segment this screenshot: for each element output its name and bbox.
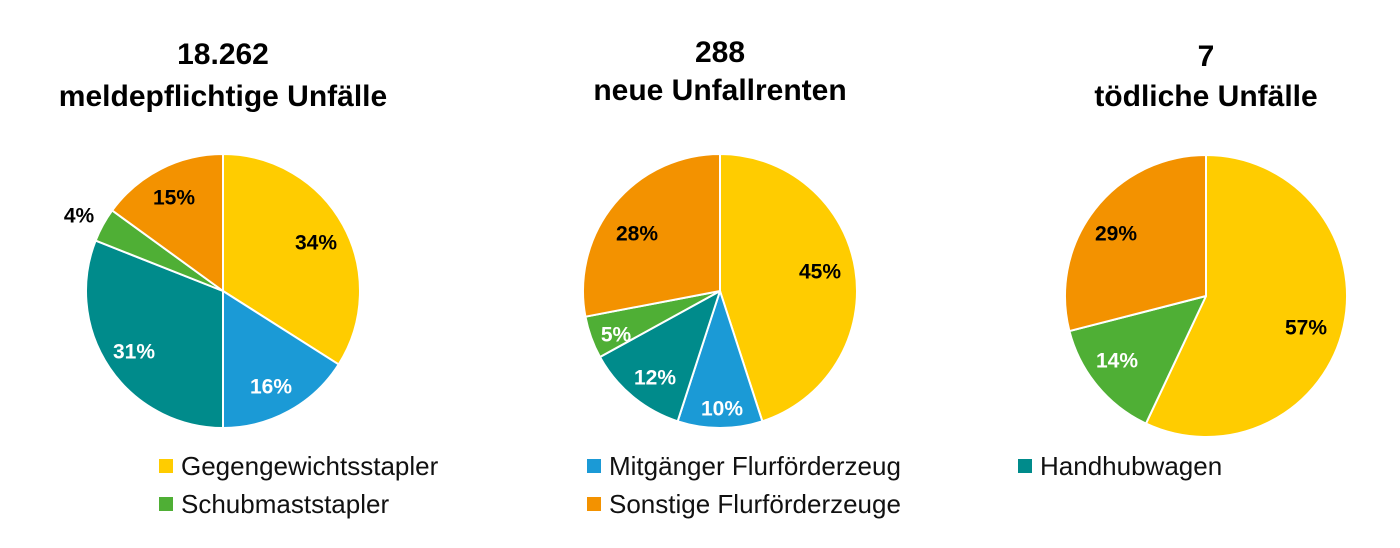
chart-3-slice-schubmaststapler bbox=[1068, 295, 1207, 425]
chart-1-label-handhubwagen: 31% bbox=[113, 341, 155, 364]
chart-3-title-line-2: tödliche Unfälle bbox=[1094, 80, 1317, 113]
chart-2-title-line-2: neue Unfallrenten bbox=[593, 74, 846, 107]
chart-2-label-handhubwagen: 12% bbox=[634, 367, 676, 390]
chart-2-label-gegengewichtsstapler: 45% bbox=[799, 261, 841, 284]
chart-1-label-mitgaenger-flurfoerderzeug: 16% bbox=[250, 376, 292, 399]
legend-swatch-schubmaststapler bbox=[159, 497, 173, 511]
chart-3-slice-sonstige-flurfoerderzeuge bbox=[1064, 154, 1207, 333]
chart-2-slice-gegengewichtsstapler bbox=[719, 153, 858, 423]
chart-1-slice-mitgaenger-flurfoerderzeug bbox=[222, 290, 340, 429]
chart-2-slice-handhubwagen bbox=[598, 290, 721, 423]
chart-2-slice-mitgaenger-flurfoerderzeug bbox=[676, 290, 764, 429]
legend: Gegengewichtsstapler Mitgänger Flurförder… bbox=[159, 451, 1222, 519]
legend-swatch-handhubwagen bbox=[1018, 459, 1032, 473]
pie-chart-3: 7 tödliche Unfälle 57% 14% 29% bbox=[1064, 40, 1348, 438]
chart-2-label-mitgaenger-flurfoerderzeug: 10% bbox=[701, 398, 743, 421]
legend-swatch-sonstige-flurfoerderzeuge bbox=[587, 497, 601, 511]
chart-3-label-gegengewichtsstapler: 57% bbox=[1285, 317, 1327, 340]
legend-swatch-gegengewichtsstapler bbox=[159, 459, 173, 473]
chart-1-slice-sonstige-flurfoerderzeuge bbox=[111, 153, 224, 292]
chart-2-title-line-1: 288 bbox=[695, 36, 745, 69]
legend-label-handhubwagen: Handhubwagen bbox=[1040, 451, 1222, 481]
legend-label-gegengewichtsstapler: Gegengewichtsstapler bbox=[181, 451, 439, 481]
chart-1-label-schubmaststapler: 4% bbox=[64, 205, 95, 228]
chart-3-slice-gegengewichtsstapler bbox=[1144, 154, 1348, 438]
chart-2-slice-sonstige-flurfoerderzeuge bbox=[582, 153, 721, 318]
chart-1-label-sonstige-flurfoerderzeuge: 15% bbox=[153, 187, 195, 210]
pie-chart-2: 288 neue Unfallrenten 45% 10% 12%5% 28% bbox=[582, 36, 858, 429]
legend-swatch-mitgaenger-flurfoerderzeug bbox=[587, 459, 601, 473]
chart-1-title-line-2: meldepflichtige Unfälle bbox=[59, 80, 387, 113]
chart-1-slice-handhubwagen bbox=[85, 239, 224, 429]
chart-2-label-schubmaststapler: 5% bbox=[601, 324, 632, 347]
chart-2-label-sonstige-flurfoerderzeuge: 28% bbox=[616, 223, 658, 246]
legend-label-sonstige-flurfoerderzeuge: Sonstige Flurförderzeuge bbox=[609, 489, 901, 519]
chart-3-label-sonstige-flurfoerderzeuge: 29% bbox=[1095, 223, 1137, 246]
legend-label-mitgaenger-flurfoerderzeug: Mitgänger Flurförderzeug bbox=[609, 451, 901, 481]
pie-chart-1: 18.262 meldepflichtige Unfälle 34% 16% 31% 4%… bbox=[59, 38, 387, 429]
chart-3-label-schubmaststapler: 14% bbox=[1096, 350, 1138, 373]
legend-label-schubmaststapler: Schubmaststapler bbox=[181, 489, 389, 519]
chart-1-title-line-1: 18.262 bbox=[177, 38, 269, 71]
chart-3-title-line-1: 7 bbox=[1198, 40, 1215, 73]
chart-1-label-gegengewichtsstapler: 34% bbox=[295, 232, 337, 255]
